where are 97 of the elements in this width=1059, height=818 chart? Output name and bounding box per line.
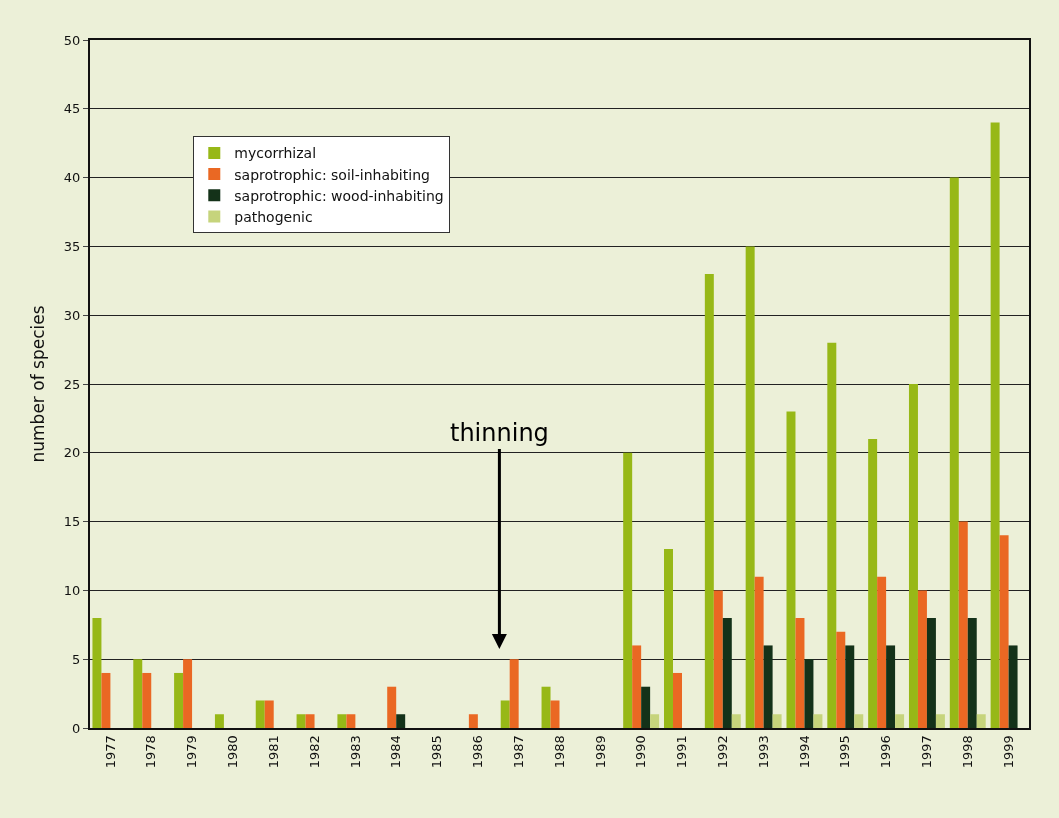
bar bbox=[763, 645, 773, 728]
y-tick-label: 30 bbox=[63, 307, 81, 323]
y-tick-label: 40 bbox=[63, 170, 81, 186]
y-tick-label: 35 bbox=[63, 238, 81, 254]
bar bbox=[673, 672, 682, 728]
bar bbox=[704, 273, 714, 728]
bar bbox=[877, 576, 887, 728]
x-tick-label: 1980 bbox=[225, 735, 241, 769]
bar bbox=[387, 686, 397, 728]
bar bbox=[854, 714, 864, 728]
bar bbox=[214, 714, 224, 728]
bar bbox=[795, 617, 805, 728]
x-tick-label: 1994 bbox=[796, 735, 812, 769]
x-tick-label: 1979 bbox=[184, 735, 200, 769]
x-tick-label: 1991 bbox=[674, 735, 690, 769]
x-tick-label: 1983 bbox=[347, 735, 363, 769]
legend-label: saprotrophic: soil-inhabiting bbox=[234, 166, 430, 183]
bar bbox=[745, 246, 755, 728]
bar bbox=[541, 686, 551, 728]
y-tick-label: 25 bbox=[63, 376, 81, 392]
bar bbox=[174, 672, 184, 728]
y-axis-title: number of species bbox=[27, 305, 48, 463]
x-tick-label: 1989 bbox=[592, 735, 608, 769]
x-tick-label: 1993 bbox=[755, 735, 771, 769]
y-tick-label: 10 bbox=[63, 582, 81, 598]
bar bbox=[101, 672, 111, 728]
bar bbox=[836, 631, 846, 728]
bar bbox=[868, 439, 878, 728]
bar bbox=[813, 714, 823, 728]
y-tick-label: 0 bbox=[72, 720, 81, 736]
bar bbox=[509, 659, 519, 728]
bar bbox=[772, 714, 782, 728]
x-tick-label: 1982 bbox=[306, 735, 322, 769]
legend-label: pathogenic bbox=[234, 208, 313, 225]
x-tick-label: 1999 bbox=[1000, 735, 1016, 769]
bar bbox=[183, 659, 193, 728]
bar bbox=[264, 700, 274, 728]
x-tick-label: 1977 bbox=[102, 735, 118, 769]
bar bbox=[92, 617, 102, 728]
y-tick-label: 5 bbox=[72, 651, 81, 667]
bar bbox=[396, 714, 406, 728]
bar bbox=[886, 645, 896, 728]
bar bbox=[305, 714, 315, 728]
legend-label: saprotrophic: wood-inhabiting bbox=[234, 187, 444, 204]
bar bbox=[650, 714, 660, 728]
bar bbox=[949, 177, 959, 728]
bar bbox=[731, 714, 741, 728]
bar bbox=[296, 714, 306, 728]
bar bbox=[550, 700, 560, 728]
bar bbox=[990, 122, 1000, 728]
x-tick-label: 1995 bbox=[837, 735, 853, 769]
bar bbox=[976, 714, 986, 728]
bar bbox=[935, 714, 945, 728]
bar bbox=[337, 714, 347, 728]
legend-label: mycorrhizal bbox=[234, 145, 317, 162]
bar bbox=[623, 452, 633, 728]
bar bbox=[713, 590, 723, 728]
bar bbox=[1008, 645, 1018, 728]
x-tick-label: 1996 bbox=[878, 735, 894, 769]
bar bbox=[845, 645, 855, 728]
bar bbox=[958, 521, 968, 728]
x-tick-label: 1992 bbox=[715, 735, 731, 769]
bar bbox=[722, 617, 732, 728]
bar bbox=[142, 672, 152, 728]
bar bbox=[895, 714, 905, 728]
bar bbox=[255, 700, 265, 728]
x-tick-label: 1998 bbox=[959, 735, 975, 769]
x-tick-label: 1990 bbox=[633, 735, 649, 769]
x-tick-label: 1984 bbox=[388, 735, 404, 769]
x-tick-label: 1978 bbox=[143, 735, 159, 769]
x-tick-label: 1987 bbox=[510, 735, 526, 769]
x-tick-label: 1981 bbox=[265, 735, 281, 769]
x-tick-label: 1985 bbox=[429, 735, 445, 769]
bar bbox=[917, 590, 927, 728]
x-tick-label: 1997 bbox=[919, 735, 935, 769]
bar bbox=[664, 549, 673, 728]
y-tick-label: 15 bbox=[63, 514, 81, 530]
bar bbox=[133, 659, 143, 728]
y-tick-label: 45 bbox=[63, 101, 81, 117]
bar bbox=[468, 714, 478, 728]
bar bbox=[827, 342, 837, 728]
bar bbox=[967, 617, 977, 728]
bar bbox=[754, 576, 764, 728]
x-tick-label: 1988 bbox=[551, 735, 567, 769]
bar bbox=[500, 700, 510, 728]
y-tick-label: 20 bbox=[63, 445, 81, 461]
bar bbox=[641, 686, 651, 728]
bar bbox=[804, 659, 814, 728]
bar bbox=[908, 384, 918, 728]
bar bbox=[926, 617, 936, 728]
bar bbox=[786, 411, 796, 728]
bar bbox=[632, 645, 642, 728]
annotation: thinning bbox=[450, 419, 549, 447]
y-tick-label: 50 bbox=[63, 32, 81, 48]
bar bbox=[346, 714, 356, 728]
x-tick-label: 1986 bbox=[470, 735, 486, 769]
bar bbox=[999, 535, 1009, 728]
